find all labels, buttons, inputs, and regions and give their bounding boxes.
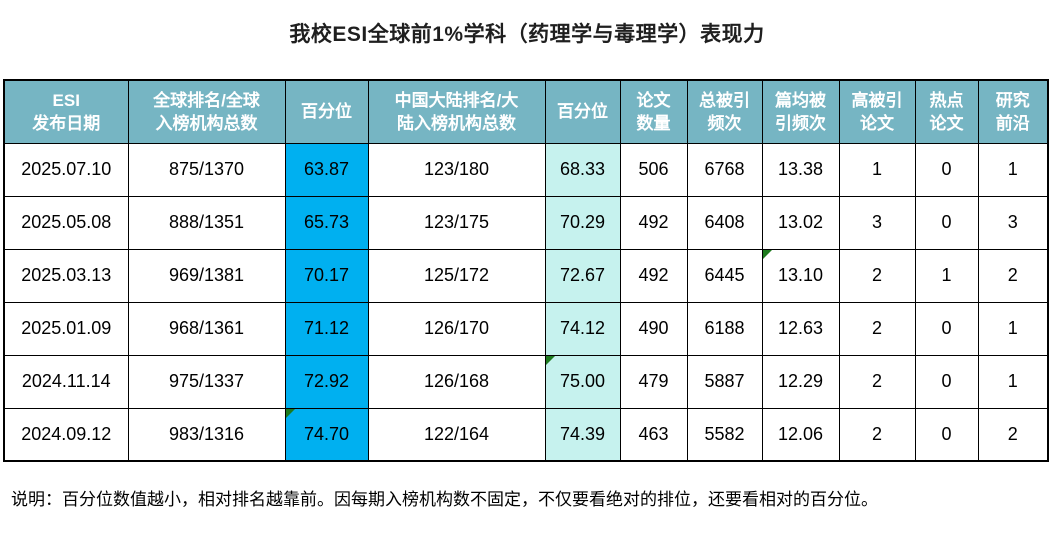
cell-global_pct[interactable]: 63.87 [284, 142, 369, 197]
cell-cites[interactable]: 6408 [686, 195, 763, 250]
cell-papers[interactable]: 463 [619, 407, 688, 462]
cell-cpp[interactable]: 12.29 [761, 354, 840, 409]
col-header-front[interactable]: 研究 前沿 [977, 79, 1049, 144]
cell-china_rank[interactable]: 126/170 [367, 301, 546, 356]
cell-hot[interactable]: 0 [914, 354, 979, 409]
col-header-global_pct[interactable]: 百分位 [284, 79, 369, 144]
cell-papers[interactable]: 506 [619, 142, 688, 197]
col-header-cpp[interactable]: 篇均被 引频次 [761, 79, 840, 144]
col-header-china_pct[interactable]: 百分位 [544, 79, 621, 144]
page-title: 我校ESI全球前1%学科（药理学与毒理学）表现力 [289, 23, 765, 46]
col-header-hot[interactable]: 热点 论文 [914, 79, 979, 144]
col-header-papers[interactable]: 论文 数量 [619, 79, 688, 144]
cell-global_pct[interactable]: 74.70 [284, 407, 369, 462]
cell-front[interactable]: 3 [977, 195, 1049, 250]
cell-global_rank[interactable]: 888/1351 [127, 195, 286, 250]
table-row: 2025.03.13 969/1381 70.17 125/172 72.67 492 64… [3, 248, 1049, 303]
cell-front[interactable]: 1 [977, 354, 1049, 409]
cell-china_pct[interactable]: 72.67 [544, 248, 621, 303]
cell-front[interactable]: 1 [977, 301, 1049, 356]
cell-cpp[interactable]: 13.10 [761, 248, 840, 303]
col-header-cites[interactable]: 总被引 频次 [686, 79, 763, 144]
cell-global_rank[interactable]: 969/1381 [127, 248, 286, 303]
cell-cpp[interactable]: 12.63 [761, 301, 840, 356]
cell-china_rank[interactable]: 123/175 [367, 195, 546, 250]
cell-date[interactable]: 2025.07.10 [3, 142, 129, 197]
cell-date[interactable]: 2024.11.14 [3, 354, 129, 409]
cell-china_pct[interactable]: 74.39 [544, 407, 621, 462]
header-row: ESI 发布日期 全球排名/全球 入榜机构总数 百分位 中国大陆排名/大 陆入榜机构总… [3, 79, 1049, 144]
cell-date[interactable]: 2025.05.08 [3, 195, 129, 250]
cell-cites[interactable]: 5582 [686, 407, 763, 462]
col-header-high[interactable]: 高被引 论文 [838, 79, 916, 144]
cell-global_pct[interactable]: 65.73 [284, 195, 369, 250]
cell-front[interactable]: 2 [977, 248, 1049, 303]
cell-date[interactable]: 2025.03.13 [3, 248, 129, 303]
cell-china_pct[interactable]: 75.00 [544, 354, 621, 409]
esi-table: ESI 发布日期 全球排名/全球 入榜机构总数 百分位 中国大陆排名/大 陆入榜机构总… [3, 79, 1049, 462]
cell-cpp[interactable]: 12.06 [761, 407, 840, 462]
table-row: 2025.05.08 888/1351 65.73 123/175 70.29 492 64… [3, 195, 1049, 250]
cell-high[interactable]: 3 [838, 195, 916, 250]
cell-global_rank[interactable]: 875/1370 [127, 142, 286, 197]
cell-papers[interactable]: 479 [619, 354, 688, 409]
col-header-china_rank[interactable]: 中国大陆排名/大 陆入榜机构总数 [367, 79, 546, 144]
cell-cites[interactable]: 6188 [686, 301, 763, 356]
cell-date[interactable]: 2025.01.09 [3, 301, 129, 356]
cell-high[interactable]: 2 [838, 407, 916, 462]
table-row: 2024.09.12 983/1316 74.70 122/164 74.39 463 55… [3, 407, 1049, 462]
cell-papers[interactable]: 492 [619, 195, 688, 250]
explanation-note: 说明：百分位数值越小，相对排名越靠前。因每期入榜机构数不固定，不仅要看绝对的排位… [11, 490, 878, 509]
cell-high[interactable]: 2 [838, 354, 916, 409]
cell-high[interactable]: 1 [838, 142, 916, 197]
cell-china_rank[interactable]: 123/180 [367, 142, 546, 197]
cell-global_pct[interactable]: 71.12 [284, 301, 369, 356]
table-row: 2024.11.14 975/1337 72.92 126/168 75.00 479 58… [3, 354, 1049, 409]
cell-high[interactable]: 2 [838, 248, 916, 303]
cell-china_rank[interactable]: 126/168 [367, 354, 546, 409]
cell-papers[interactable]: 492 [619, 248, 688, 303]
cell-high[interactable]: 2 [838, 301, 916, 356]
cell-cites[interactable]: 6768 [686, 142, 763, 197]
cell-hot[interactable]: 1 [914, 248, 979, 303]
cell-cpp[interactable]: 13.02 [761, 195, 840, 250]
cell-china_pct[interactable]: 68.33 [544, 142, 621, 197]
cell-papers[interactable]: 490 [619, 301, 688, 356]
cell-global_rank[interactable]: 968/1361 [127, 301, 286, 356]
cell-china_pct[interactable]: 70.29 [544, 195, 621, 250]
cell-global_pct[interactable]: 72.92 [284, 354, 369, 409]
cell-cites[interactable]: 5887 [686, 354, 763, 409]
cell-china_pct[interactable]: 74.12 [544, 301, 621, 356]
cell-date[interactable]: 2024.09.12 [3, 407, 129, 462]
cell-hot[interactable]: 0 [914, 301, 979, 356]
table-row: 2025.07.10 875/1370 63.87 123/180 68.33 506 67… [3, 142, 1049, 197]
cell-global_rank[interactable]: 975/1337 [127, 354, 286, 409]
cell-cites[interactable]: 6445 [686, 248, 763, 303]
cell-cpp[interactable]: 13.38 [761, 142, 840, 197]
cell-front[interactable]: 1 [977, 142, 1049, 197]
cell-global_rank[interactable]: 983/1316 [127, 407, 286, 462]
cell-global_pct[interactable]: 70.17 [284, 248, 369, 303]
cell-china_rank[interactable]: 122/164 [367, 407, 546, 462]
col-header-date[interactable]: ESI 发布日期 [3, 79, 129, 144]
cell-front[interactable]: 2 [977, 407, 1049, 462]
table-row: 2025.01.09 968/1361 71.12 126/170 74.12 490 61… [3, 301, 1049, 356]
cell-hot[interactable]: 0 [914, 142, 979, 197]
cell-china_rank[interactable]: 125/172 [367, 248, 546, 303]
cell-hot[interactable]: 0 [914, 195, 979, 250]
table-body: 2025.07.10 875/1370 63.87 123/180 68.33 506 67… [3, 142, 1049, 462]
cell-hot[interactable]: 0 [914, 407, 979, 462]
col-header-global_rank[interactable]: 全球排名/全球 入榜机构总数 [127, 79, 286, 144]
